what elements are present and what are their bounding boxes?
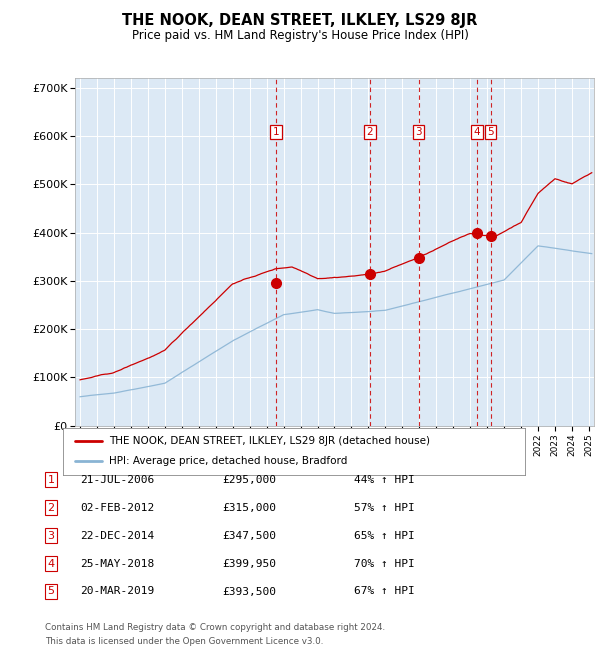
Text: This data is licensed under the Open Government Licence v3.0.: This data is licensed under the Open Gov… [45, 637, 323, 646]
Text: THE NOOK, DEAN STREET, ILKLEY, LS29 8JR: THE NOOK, DEAN STREET, ILKLEY, LS29 8JR [122, 13, 478, 28]
Text: £393,500: £393,500 [222, 586, 276, 597]
Text: 5: 5 [488, 127, 494, 137]
Text: 44% ↑ HPI: 44% ↑ HPI [353, 474, 415, 485]
Text: 20-MAR-2019: 20-MAR-2019 [80, 586, 154, 597]
Text: 5: 5 [47, 586, 55, 597]
Text: 65% ↑ HPI: 65% ↑ HPI [353, 530, 415, 541]
Text: 2: 2 [47, 502, 55, 513]
Text: £347,500: £347,500 [222, 530, 276, 541]
Text: Price paid vs. HM Land Registry's House Price Index (HPI): Price paid vs. HM Land Registry's House … [131, 29, 469, 42]
Text: 25-MAY-2018: 25-MAY-2018 [80, 558, 154, 569]
Text: £399,950: £399,950 [222, 558, 276, 569]
Text: 4: 4 [47, 558, 55, 569]
Text: 3: 3 [415, 127, 422, 137]
Text: 2: 2 [367, 127, 373, 137]
Text: THE NOOK, DEAN STREET, ILKLEY, LS29 8JR (detached house): THE NOOK, DEAN STREET, ILKLEY, LS29 8JR … [109, 436, 430, 446]
Text: 22-DEC-2014: 22-DEC-2014 [80, 530, 154, 541]
Text: Contains HM Land Registry data © Crown copyright and database right 2024.: Contains HM Land Registry data © Crown c… [45, 623, 385, 632]
Text: 3: 3 [47, 530, 55, 541]
Text: 1: 1 [272, 127, 279, 137]
Text: HPI: Average price, detached house, Bradford: HPI: Average price, detached house, Brad… [109, 456, 347, 467]
Text: 67% ↑ HPI: 67% ↑ HPI [353, 586, 415, 597]
Text: 57% ↑ HPI: 57% ↑ HPI [353, 502, 415, 513]
Text: 1: 1 [47, 474, 55, 485]
Text: £315,000: £315,000 [222, 502, 276, 513]
Text: 02-FEB-2012: 02-FEB-2012 [80, 502, 154, 513]
Text: £295,000: £295,000 [222, 474, 276, 485]
Text: 70% ↑ HPI: 70% ↑ HPI [353, 558, 415, 569]
Text: 21-JUL-2006: 21-JUL-2006 [80, 474, 154, 485]
Text: 4: 4 [473, 127, 480, 137]
